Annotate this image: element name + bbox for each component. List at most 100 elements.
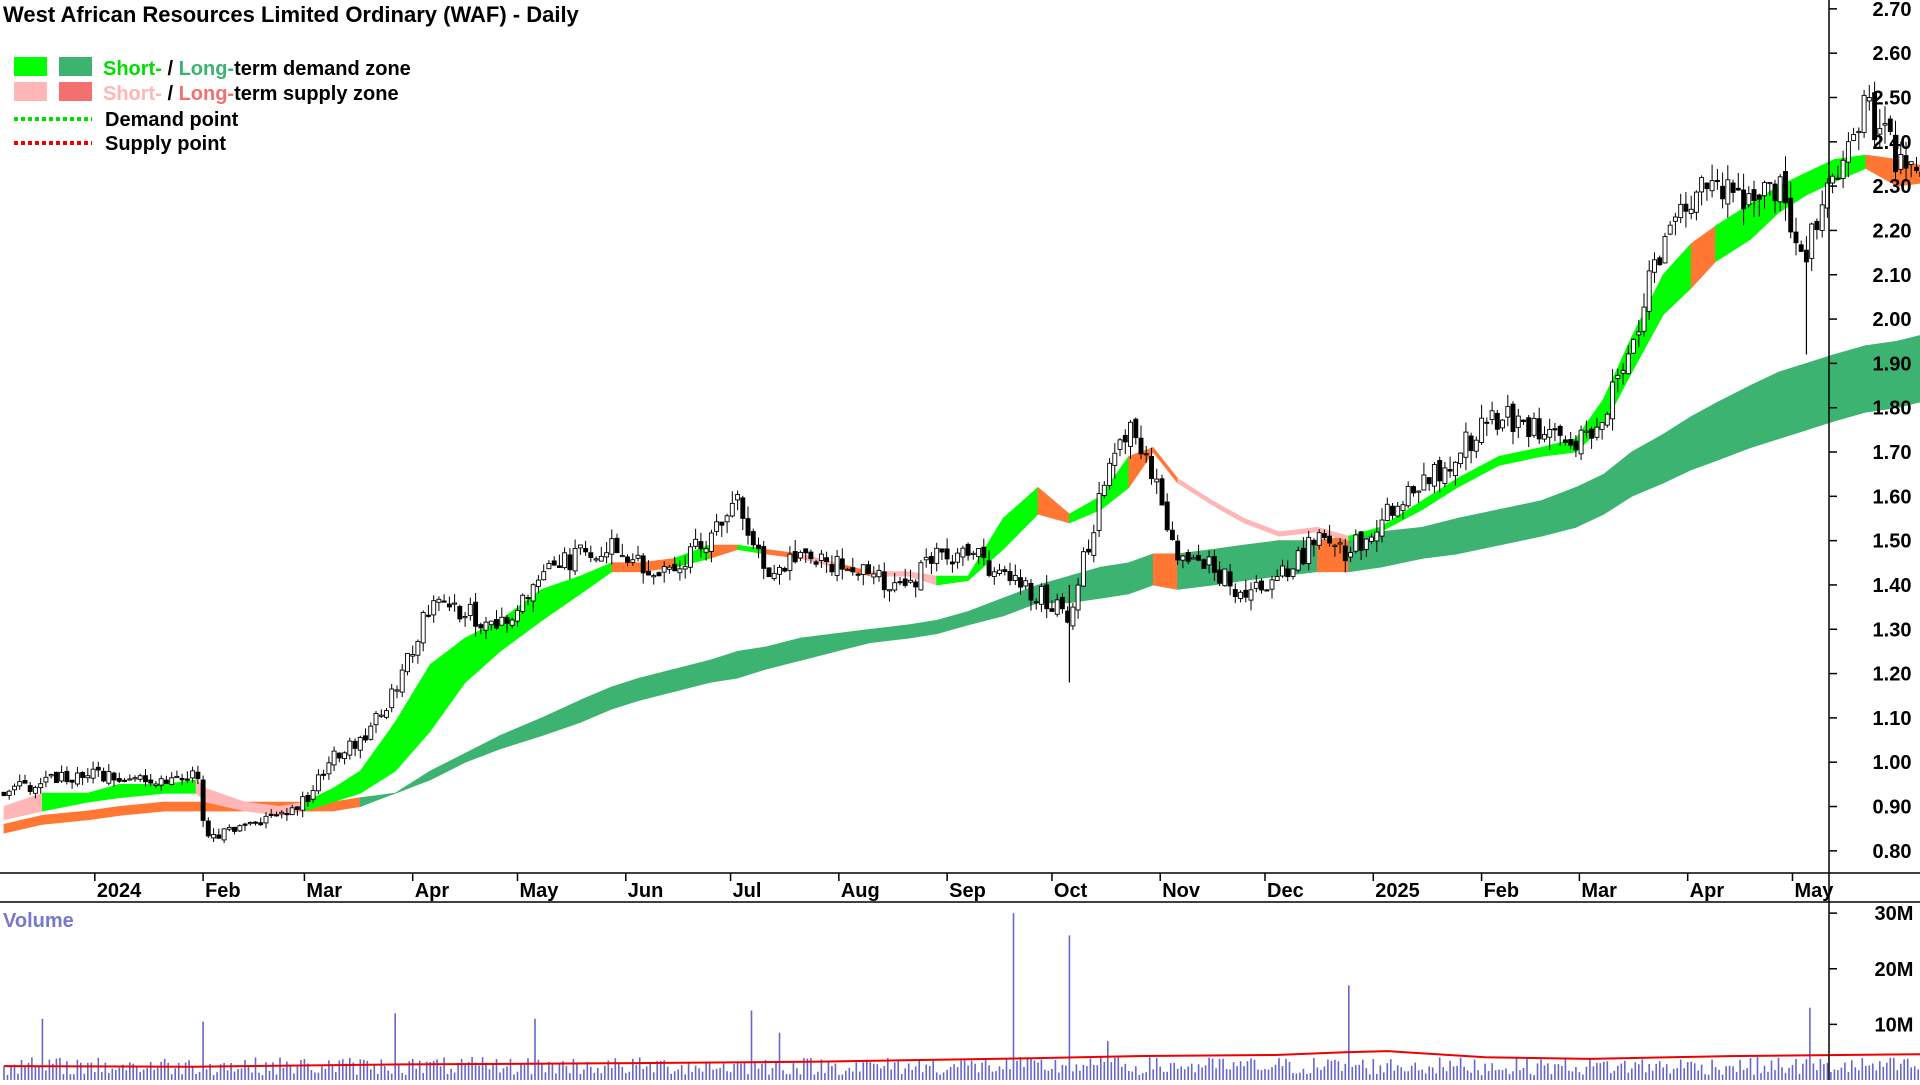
candle-body	[369, 726, 373, 739]
candle-body	[778, 567, 782, 574]
price-tick-label: 1.50	[1873, 531, 1912, 553]
volume-tick-label: 20M	[1875, 959, 1914, 981]
candle-body	[149, 780, 153, 783]
candle-body	[929, 557, 933, 564]
long-term-zone-segment	[1153, 554, 1178, 590]
candle-body	[327, 763, 331, 774]
candle-body	[720, 522, 724, 525]
candle-body	[259, 823, 263, 825]
candle-body	[1605, 414, 1609, 425]
candle-body	[316, 775, 320, 791]
candle-body	[301, 797, 305, 811]
candle-body	[1244, 590, 1248, 597]
candle-body	[180, 778, 184, 780]
candle-body	[772, 573, 776, 578]
candle-body	[1453, 462, 1457, 475]
candle-body	[505, 618, 509, 624]
candle-body	[133, 778, 137, 779]
candle-body	[1443, 468, 1447, 484]
candle-body	[1742, 190, 1746, 209]
candle-body	[23, 781, 27, 784]
candle-body	[1637, 332, 1641, 335]
candle-body	[1338, 543, 1342, 544]
candle-body	[484, 622, 488, 630]
time-tick-label: Jul	[733, 880, 762, 902]
legend-swatch-long-supply	[59, 82, 92, 101]
candle-body	[416, 641, 420, 655]
candle-body	[1254, 582, 1258, 588]
candle-body	[421, 613, 425, 643]
price-tick-label: 2.20	[1873, 220, 1912, 242]
candle-body	[877, 570, 881, 576]
candle-body	[1417, 491, 1421, 492]
candle-body	[966, 544, 970, 555]
candle-body	[652, 576, 656, 577]
candle-body	[1773, 184, 1777, 201]
candle-body	[1653, 260, 1657, 273]
candle-body	[1569, 440, 1573, 446]
candle-body	[584, 549, 588, 552]
candle-body	[1448, 470, 1452, 472]
price-tick-label: 1.90	[1873, 353, 1912, 375]
candle-body	[322, 774, 326, 775]
candle-body	[919, 563, 923, 590]
volume-tick-label: 10M	[1875, 1014, 1914, 1036]
candle-body	[54, 772, 58, 782]
candle-body	[1495, 413, 1499, 429]
price-tick-label: 2.60	[1873, 43, 1912, 65]
candle-body	[872, 574, 876, 577]
candle-body	[1715, 180, 1719, 181]
candle-body	[463, 617, 467, 618]
candle-body	[385, 711, 389, 718]
candle-body	[107, 772, 111, 784]
candle-body	[1385, 504, 1389, 520]
candle-body	[1684, 204, 1688, 211]
candle-body	[1349, 553, 1353, 558]
candle-body	[7, 791, 11, 795]
candle-body	[1412, 487, 1416, 493]
candle-body	[164, 780, 168, 783]
candle-body	[971, 553, 975, 554]
candle-body	[337, 753, 341, 758]
candle-body	[945, 549, 949, 559]
candle-body	[411, 655, 415, 657]
candle-body	[1081, 552, 1085, 586]
candle-body	[783, 568, 787, 571]
candle-body	[736, 495, 740, 500]
candle-body	[238, 826, 242, 831]
candle-body	[1679, 204, 1683, 217]
candle-body	[1228, 572, 1232, 586]
candle-body	[814, 562, 818, 564]
candle-body	[940, 549, 944, 552]
candle-body	[1784, 172, 1788, 203]
candle-body	[1658, 258, 1662, 265]
candle-body	[254, 822, 258, 823]
candle-body	[128, 779, 132, 780]
candle-body	[154, 784, 158, 786]
candle-body	[1197, 555, 1201, 560]
candle-body	[798, 552, 802, 558]
candle-body	[243, 824, 247, 825]
candle-body	[840, 559, 844, 569]
candle-body	[196, 772, 200, 778]
candle-body	[1516, 416, 1520, 427]
candle-body	[1543, 435, 1547, 440]
candle-body	[1202, 560, 1206, 569]
short-term-zone-segment	[612, 563, 640, 572]
candle-body	[1176, 541, 1180, 560]
candle-body	[1312, 540, 1316, 545]
price-tick-label: 2.40	[1873, 132, 1912, 154]
candle-body	[1165, 502, 1169, 530]
legend-demand-suffix: term demand zone	[234, 58, 411, 80]
candle-body	[1883, 124, 1887, 126]
candle-body	[992, 572, 996, 577]
candle-body	[489, 621, 493, 625]
candle-body	[1647, 271, 1651, 312]
candle-body	[280, 812, 284, 814]
candle-body	[222, 829, 226, 840]
candle-body	[982, 547, 986, 557]
candle-body	[1155, 479, 1159, 482]
candle-body	[1778, 177, 1782, 202]
candle-body	[510, 620, 514, 625]
candle-body	[395, 690, 399, 691]
